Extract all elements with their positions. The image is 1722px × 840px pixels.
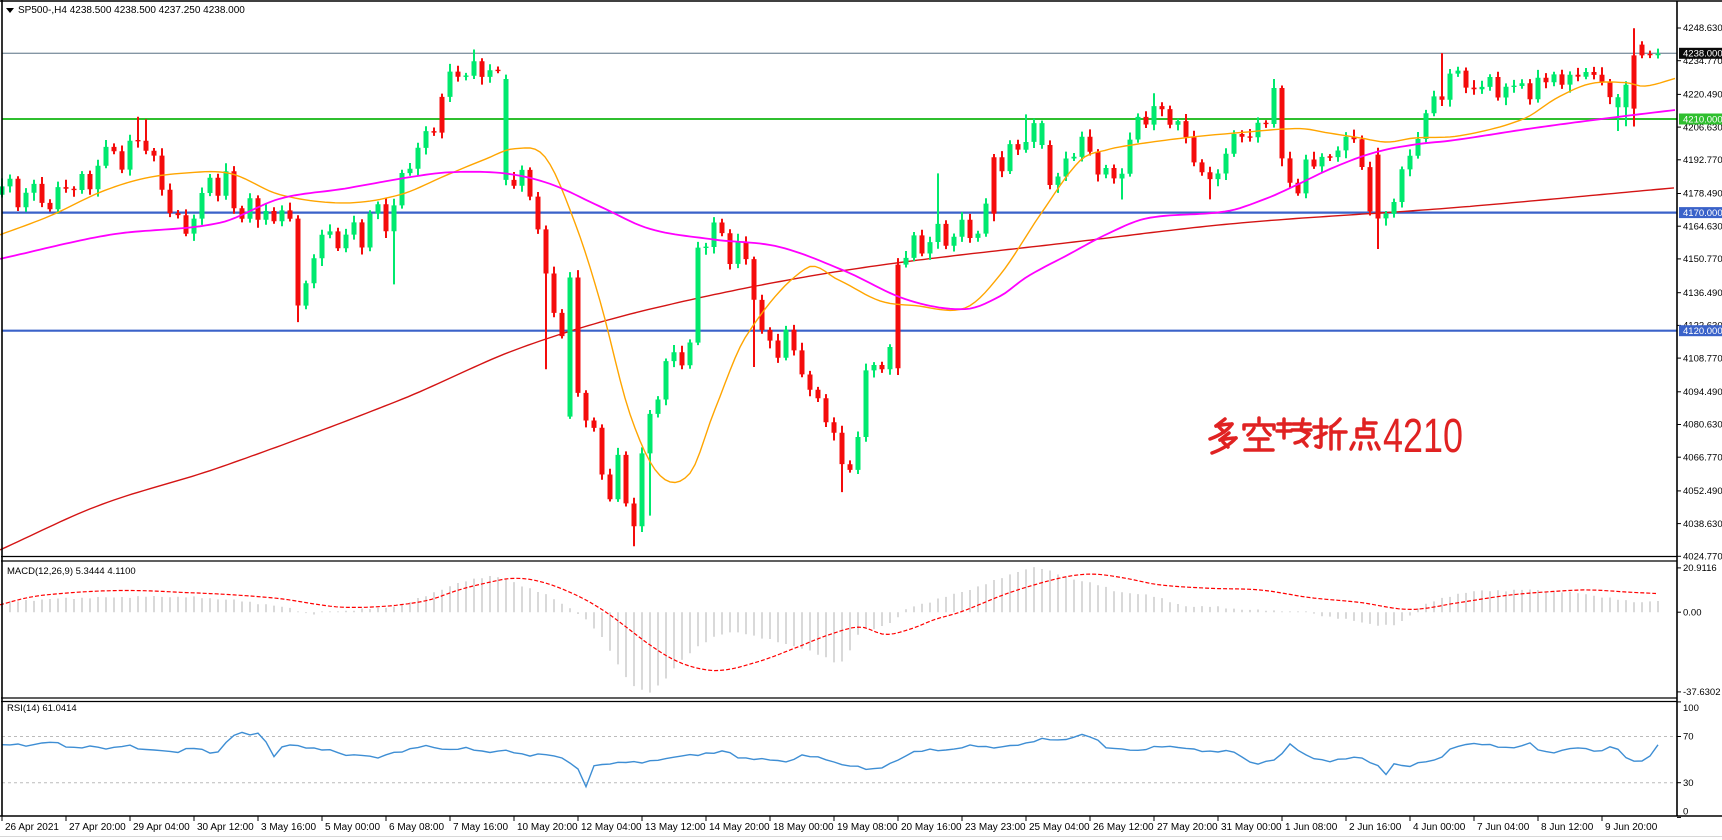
svg-text:26 May 12:00: 26 May 12:00 <box>1093 822 1154 833</box>
svg-text:1 Jun 08:00: 1 Jun 08:00 <box>1285 822 1338 833</box>
svg-text:30 Apr 12:00: 30 Apr 12:00 <box>197 822 254 833</box>
svg-text:4206.630: 4206.630 <box>1683 122 1722 133</box>
svg-text:70: 70 <box>1683 732 1694 743</box>
svg-text:4024.770: 4024.770 <box>1683 552 1722 563</box>
svg-text:MACD(12,26,9) 5.3444 4.1100: MACD(12,26,9) 5.3444 4.1100 <box>7 566 136 577</box>
svg-text:4192.770: 4192.770 <box>1683 155 1722 166</box>
svg-text:4108.770: 4108.770 <box>1683 353 1722 364</box>
svg-text:6 May 08:00: 6 May 08:00 <box>389 822 444 833</box>
svg-text:10 May 20:00: 10 May 20:00 <box>517 822 578 833</box>
svg-text:4178.490: 4178.490 <box>1683 189 1722 200</box>
svg-text:5 May 00:00: 5 May 00:00 <box>325 822 380 833</box>
svg-text:31 May 00:00: 31 May 00:00 <box>1221 822 1282 833</box>
svg-text:9 Jun 20:00: 9 Jun 20:00 <box>1605 822 1658 833</box>
svg-text:4248.630: 4248.630 <box>1683 23 1722 34</box>
svg-text:4136.490: 4136.490 <box>1683 288 1722 299</box>
svg-text:4080.630: 4080.630 <box>1683 420 1722 431</box>
svg-text:27 Apr 20:00: 27 Apr 20:00 <box>69 822 126 833</box>
svg-text:4038.630: 4038.630 <box>1683 519 1722 530</box>
svg-text:RSI(14) 61.0414: RSI(14) 61.0414 <box>7 703 77 714</box>
svg-text:20.9116: 20.9116 <box>1683 563 1717 574</box>
svg-text:4 Jun 00:00: 4 Jun 00:00 <box>1413 822 1466 833</box>
svg-text:27 May 20:00: 27 May 20:00 <box>1157 822 1218 833</box>
svg-text:4052.490: 4052.490 <box>1683 486 1722 497</box>
svg-text:19 May 08:00: 19 May 08:00 <box>837 822 898 833</box>
svg-text:30: 30 <box>1683 778 1694 789</box>
svg-text:0.00: 0.00 <box>1683 607 1702 618</box>
svg-text:23 May 23:00: 23 May 23:00 <box>965 822 1026 833</box>
svg-text:0: 0 <box>1683 807 1688 818</box>
svg-text:4234.770: 4234.770 <box>1683 56 1722 67</box>
svg-text:-37.6302: -37.6302 <box>1683 687 1721 698</box>
svg-text:25 May 04:00: 25 May 04:00 <box>1029 822 1090 833</box>
svg-text:4150.770: 4150.770 <box>1683 254 1722 265</box>
svg-text:2 Jun 16:00: 2 Jun 16:00 <box>1349 822 1402 833</box>
svg-text:4066.770: 4066.770 <box>1683 452 1722 463</box>
svg-text:SP500-,H4 4238.500 4238.500 4: SP500-,H4 4238.500 4238.500 4237.250 423… <box>18 5 245 16</box>
svg-text:4120.000: 4120.000 <box>1683 326 1722 337</box>
svg-text:3 May 16:00: 3 May 16:00 <box>261 822 316 833</box>
svg-text:4220.490: 4220.490 <box>1683 90 1722 101</box>
svg-text:20 May 16:00: 20 May 16:00 <box>901 822 962 833</box>
svg-text:26 Apr 2021: 26 Apr 2021 <box>5 822 59 833</box>
svg-text:100: 100 <box>1683 703 1699 714</box>
svg-text:4170.000: 4170.000 <box>1683 208 1722 219</box>
svg-text:4094.490: 4094.490 <box>1683 387 1722 398</box>
svg-text:13 May 12:00: 13 May 12:00 <box>645 822 706 833</box>
svg-text:12 May 04:00: 12 May 04:00 <box>581 822 642 833</box>
svg-text:14 May 20:00: 14 May 20:00 <box>709 822 770 833</box>
svg-text:7 May 16:00: 7 May 16:00 <box>453 822 508 833</box>
svg-text:8 Jun 12:00: 8 Jun 12:00 <box>1541 822 1594 833</box>
svg-text:4238.000: 4238.000 <box>1683 49 1722 60</box>
svg-text:4210: 4210 <box>1383 410 1463 463</box>
svg-text:4210.000: 4210.000 <box>1683 114 1722 125</box>
svg-text:18 May 00:00: 18 May 00:00 <box>773 822 834 833</box>
svg-text:4164.630: 4164.630 <box>1683 221 1722 232</box>
svg-text:29 Apr 04:00: 29 Apr 04:00 <box>133 822 190 833</box>
svg-text:7 Jun 04:00: 7 Jun 04:00 <box>1477 822 1530 833</box>
